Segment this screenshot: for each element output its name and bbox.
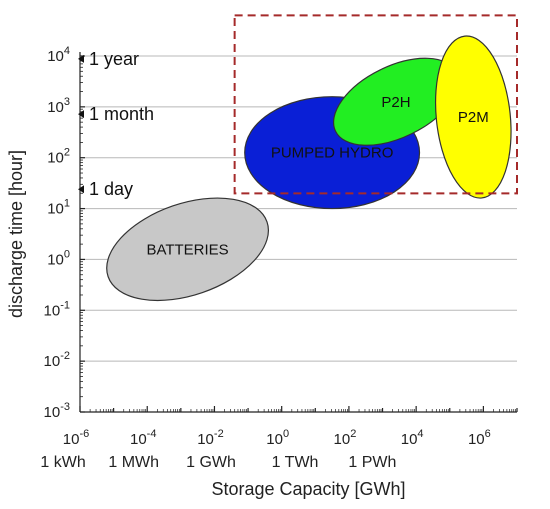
y-tick-label: 10-1	[44, 299, 70, 319]
y-tick-label: 10-2	[44, 350, 70, 370]
x-tick-label: 10-2	[197, 428, 223, 448]
time-marker-arrow	[78, 185, 84, 194]
region-label: BATTERIES	[146, 241, 228, 258]
x-unit-label: 1 GWh	[186, 454, 236, 471]
ticks: 10-3 10-2 10-1 100 101 102 103 104 10-6 10-4 10-2 1…	[40, 45, 518, 471]
x-unit-label: 1 TWh	[272, 454, 319, 471]
y-tick-label: 104	[47, 45, 70, 65]
time-marker-arrow	[78, 54, 84, 63]
x-tick-label: 10-4	[130, 428, 156, 448]
y-tick-label: 100	[47, 248, 70, 268]
region-batteries	[106, 197, 270, 302]
x-tick-label: 10-6	[63, 428, 89, 448]
y-tick-label: 10-3	[44, 401, 70, 421]
time-markers: 1 year 1 month 1 day	[78, 49, 154, 199]
x-tick-label: 104	[401, 428, 424, 448]
region-p2m	[434, 35, 512, 199]
x-unit-label: 1 MWh	[108, 454, 159, 471]
region-label: P2H	[381, 94, 410, 111]
x-tick-label: 102	[334, 428, 357, 448]
region-label: PUMPED HYDRO	[271, 145, 394, 162]
y-tick-label: 101	[47, 198, 70, 218]
time-marker-label: 1 year	[89, 49, 139, 69]
regions	[106, 35, 512, 302]
time-marker-label: 1 month	[89, 104, 154, 124]
region-labels: BATTERIES PUMPED HYDRO P2H P2M	[146, 94, 488, 258]
time-marker-label: 1 day	[89, 179, 133, 199]
y-tick-label: 103	[47, 96, 70, 116]
x-tick-label: 106	[468, 428, 491, 448]
highlight-region	[233, 14, 518, 195]
x-unit-label: 1 kWh	[40, 454, 85, 471]
x-tick-label: 100	[266, 428, 289, 448]
y-axis-title: discharge time [hour]	[6, 150, 26, 318]
x-axis-title: Storage Capacity [GWh]	[211, 479, 405, 499]
y-tick-label: 102	[47, 147, 70, 167]
region-label: P2M	[458, 109, 489, 126]
x-unit-label: 1 PWh	[348, 454, 396, 471]
time-marker-arrow	[78, 110, 84, 119]
